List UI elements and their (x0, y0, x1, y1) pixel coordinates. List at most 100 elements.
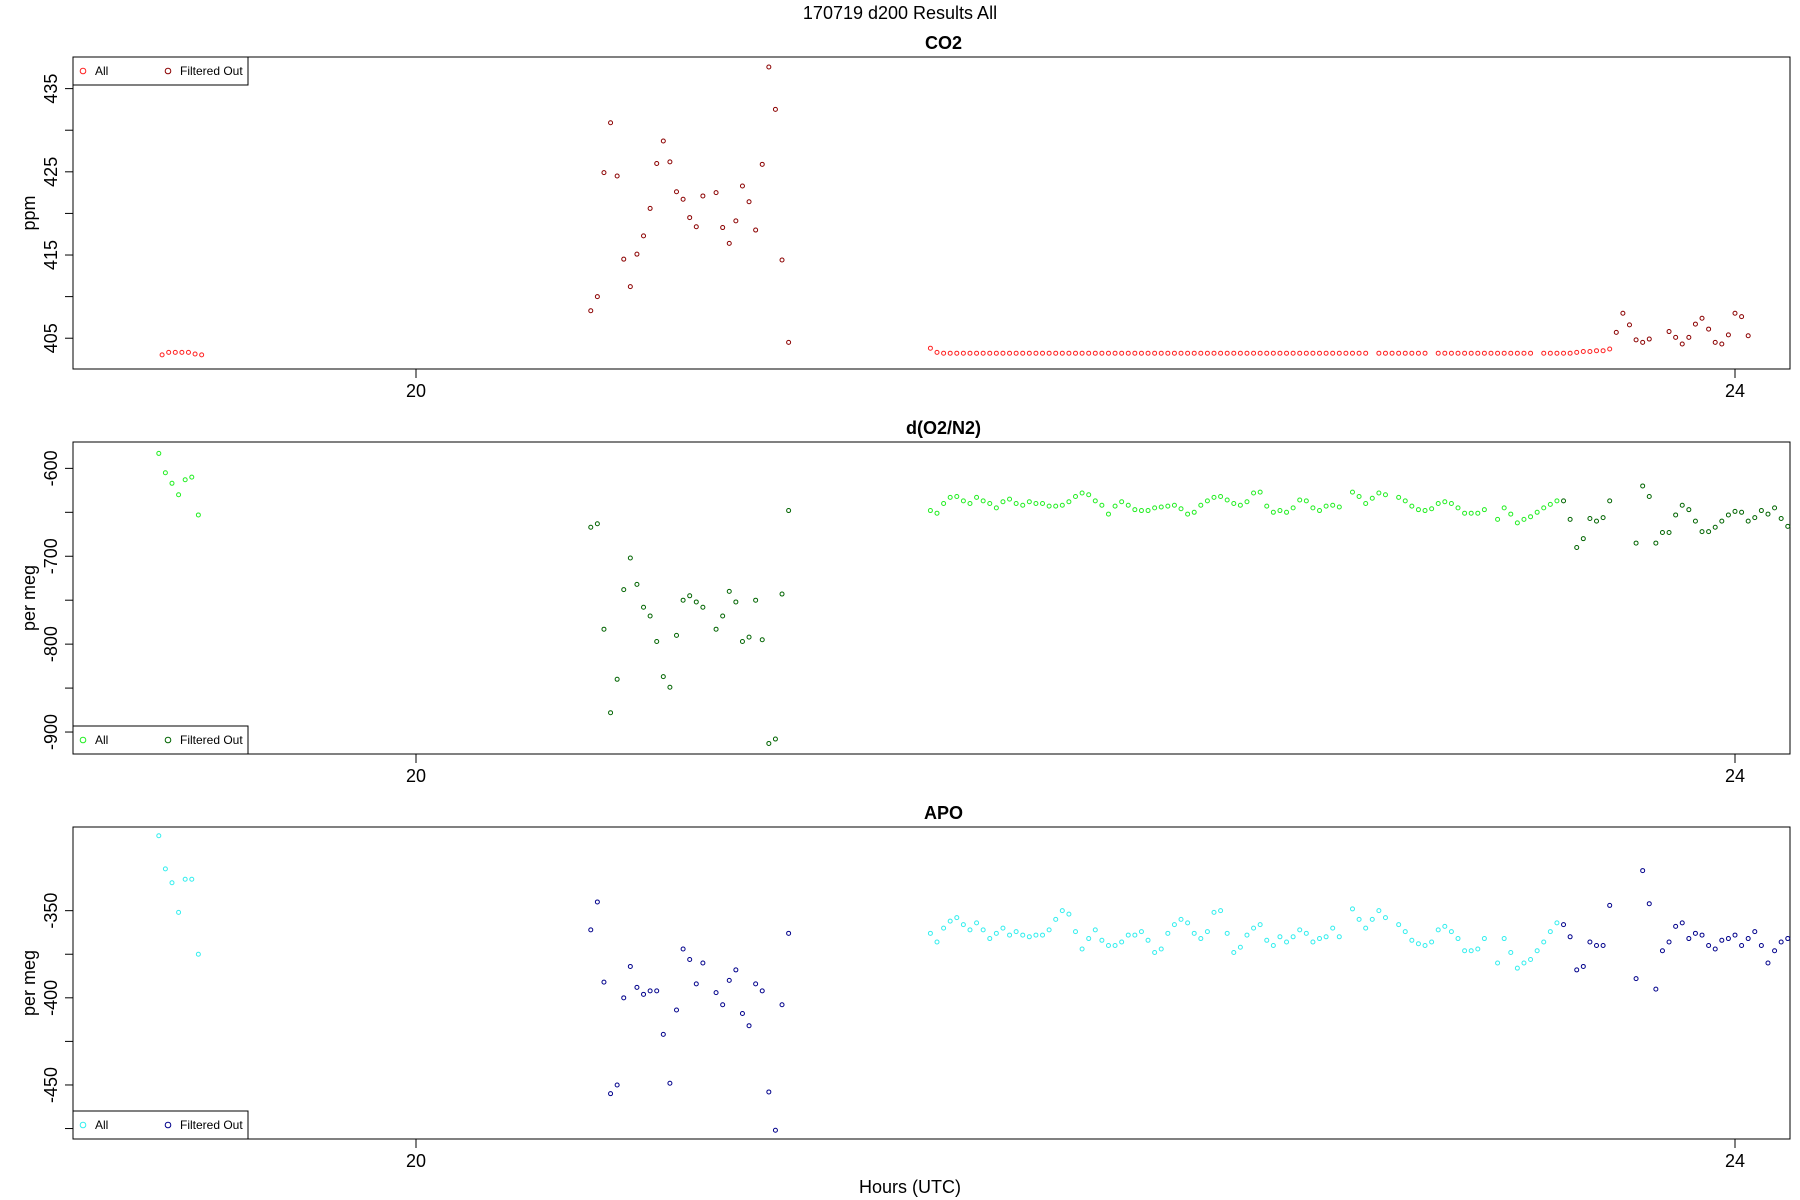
point-filtered-out (594, 294, 600, 300)
point-all (1086, 936, 1092, 942)
point-all (993, 505, 999, 511)
point-filtered-out (1574, 544, 1580, 550)
point-all (1587, 349, 1593, 355)
point-filtered-out (1594, 943, 1600, 949)
point-all (1435, 501, 1441, 507)
point-all (1290, 505, 1296, 511)
point-all (1066, 350, 1072, 356)
point-filtered-out (1699, 529, 1705, 535)
point-all (1185, 511, 1191, 517)
y-tick-label: 425 (41, 157, 61, 187)
point-all (1007, 496, 1013, 502)
point-filtered-out (1607, 902, 1613, 908)
point-all (941, 350, 947, 356)
point-all (1363, 501, 1369, 507)
point-all (1574, 349, 1580, 355)
point-all (1000, 499, 1006, 505)
point-all (1435, 350, 1441, 356)
point-all (162, 470, 168, 476)
point-filtered-out (1686, 507, 1692, 513)
point-all (1336, 934, 1342, 940)
point-all (1547, 929, 1553, 935)
point-all (967, 927, 973, 933)
point-all (1152, 350, 1158, 356)
point-all (954, 350, 960, 356)
point-all (1046, 350, 1052, 356)
point-filtered-out (746, 1023, 752, 1029)
point-filtered-out (739, 1011, 745, 1017)
point-all (1092, 927, 1098, 933)
point-filtered-out (1692, 321, 1698, 327)
point-all (1356, 916, 1362, 922)
point-filtered-out (621, 995, 627, 1001)
point-all (1310, 505, 1316, 511)
point-all (182, 876, 188, 882)
point-all (1521, 516, 1527, 522)
point-all (1330, 502, 1336, 508)
x-tick-label: 24 (1725, 381, 1745, 401)
point-all (1145, 350, 1151, 356)
point-filtered-out (726, 240, 732, 246)
point-all (1132, 507, 1138, 513)
point-all (1099, 350, 1105, 356)
point-filtered-out (1633, 540, 1639, 546)
point-all (1310, 350, 1316, 356)
point-all (1567, 350, 1573, 356)
point-all (1501, 936, 1507, 942)
point-filtered-out (766, 740, 772, 746)
y-axis-label: per meg (19, 565, 39, 631)
point-all (1547, 350, 1553, 356)
point-all (1382, 915, 1388, 921)
point-all (1448, 350, 1454, 356)
point-filtered-out (720, 613, 726, 619)
point-all (967, 350, 973, 356)
point-filtered-out (1719, 518, 1725, 524)
x-axis-label: Hours (UTC) (859, 1177, 961, 1197)
point-filtered-out (1679, 920, 1685, 926)
point-filtered-out (1745, 936, 1751, 942)
point-filtered-out (1587, 939, 1593, 945)
point-all (1323, 503, 1329, 509)
point-filtered-out (1739, 943, 1745, 949)
point-all (1033, 350, 1039, 356)
point-all (1264, 937, 1270, 943)
point-all (960, 498, 966, 504)
point-all (1343, 350, 1349, 356)
point-all (185, 349, 191, 355)
point-all (934, 510, 940, 516)
point-all (1112, 503, 1118, 509)
point-all (1323, 934, 1329, 940)
point-all (1224, 497, 1230, 503)
point-all (195, 951, 201, 957)
point-filtered-out (1666, 530, 1672, 536)
point-all (1007, 932, 1013, 938)
point-all (1185, 920, 1191, 926)
point-all (934, 939, 940, 945)
point-filtered-out (693, 599, 699, 605)
point-all (1369, 916, 1375, 922)
point-filtered-out (608, 120, 614, 126)
point-all (1138, 350, 1144, 356)
point-all (1092, 350, 1098, 356)
point-filtered-out (1666, 939, 1672, 945)
point-all (1349, 489, 1355, 495)
point-all (1066, 499, 1072, 505)
point-all (1442, 499, 1448, 505)
point-all (1066, 911, 1072, 917)
point-filtered-out (641, 991, 647, 997)
point-filtered-out (786, 930, 792, 936)
point-filtered-out (1574, 967, 1580, 973)
y-axis-label: ppm (19, 195, 39, 230)
point-filtered-out (660, 138, 666, 144)
point-filtered-out (733, 599, 739, 605)
point-all (1415, 941, 1421, 947)
point-filtered-out (674, 632, 680, 638)
point-filtered-out (1633, 337, 1639, 343)
point-all (1204, 498, 1210, 504)
legend-label-filtered-out: Filtered Out (180, 64, 243, 78)
point-filtered-out (1752, 929, 1758, 935)
point-all (1119, 350, 1125, 356)
point-all (1178, 350, 1184, 356)
point-filtered-out (746, 199, 752, 205)
point-filtered-out (680, 597, 686, 603)
